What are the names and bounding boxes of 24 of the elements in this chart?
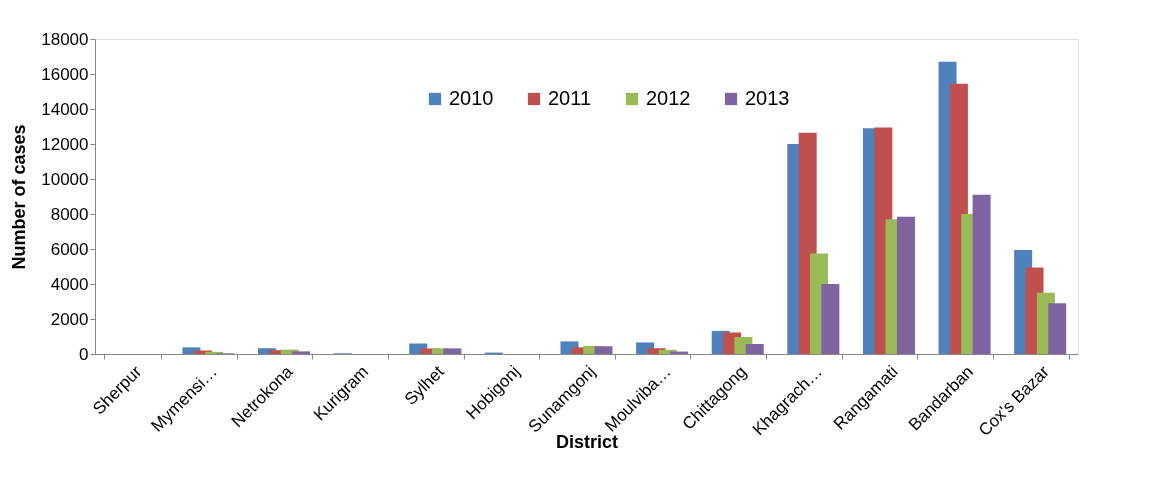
y-tick-label: 16000 [41,64,89,84]
y-tick-label: 0 [79,344,89,364]
bar [594,346,613,354]
y-axis-title: Number of cases [9,124,30,270]
y-tick-label: 2000 [50,309,89,329]
legend-label: 2011 [548,87,592,109]
legend-label: 2013 [745,87,790,109]
legend-label: 2010 [449,87,494,109]
y-tick-label: 6000 [50,239,89,259]
bar [745,344,764,354]
y-tick-label: 4000 [50,274,89,294]
y-tick-label: 10000 [41,169,89,189]
bar [896,216,915,354]
y-tick-label: 8000 [50,204,89,224]
legend-label: 2012 [646,87,691,109]
x-axis-title: District [555,432,619,453]
y-tick-label: 18000 [41,29,89,49]
bar [972,194,991,354]
bar [443,348,462,354]
bar [292,351,311,354]
y-tick-label: 14000 [41,99,89,119]
bar [821,284,840,354]
bar [1048,303,1067,354]
y-tick-label: 12000 [41,134,89,154]
